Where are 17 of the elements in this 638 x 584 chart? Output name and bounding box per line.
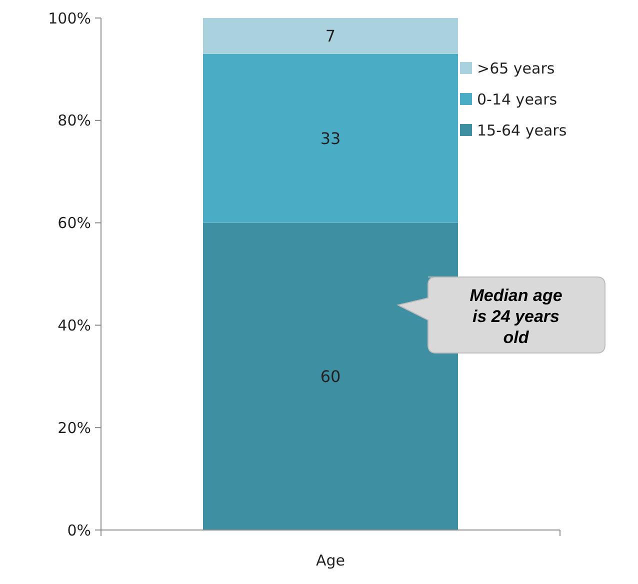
y-tick-label: 80%	[58, 112, 91, 130]
y-tick-label: 60%	[58, 214, 91, 232]
y-tick-label: 0%	[67, 521, 91, 540]
annotation: Median age is 24 years old	[470, 286, 562, 347]
legend-label: >65 years	[477, 59, 555, 78]
data-label: 7	[325, 26, 336, 46]
y-tick-label: 40%	[58, 316, 91, 334]
legend-label: 0-14 years	[477, 90, 558, 108]
bar	[203, 18, 458, 54]
bar	[203, 54, 458, 223]
bar	[203, 222, 458, 530]
data-label: 33	[320, 128, 341, 148]
y-tick-label: 100%	[48, 9, 91, 28]
x-tick-label: Age	[316, 551, 346, 570]
data-label: 60	[320, 367, 341, 386]
y-tick-label: 20%	[58, 418, 91, 437]
legend-label: 15-64 years	[477, 121, 567, 140]
